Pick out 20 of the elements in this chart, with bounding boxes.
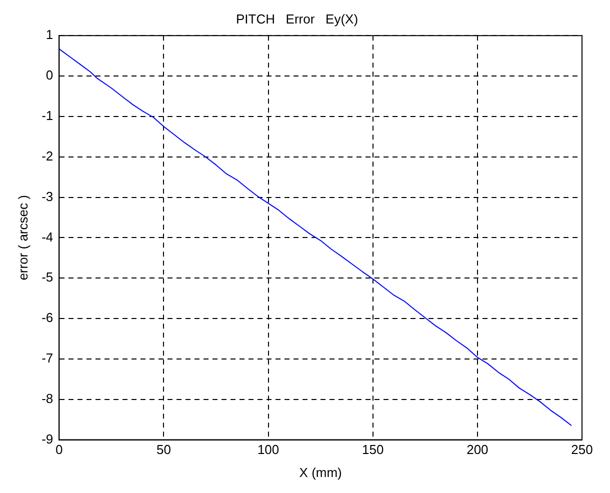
x-tick-label: 50 [156,442,171,458]
x-tick-label: 0 [56,442,63,458]
y-tick-label: -7 [42,350,54,366]
y-tick-label: -6 [42,310,54,326]
y-tick-label: -5 [42,270,54,285]
y-tick-label: -4 [42,229,54,244]
y-tick-label: 0 [46,68,54,83]
y-tick-label: 1 [46,27,54,42]
y-tick-label: -1 [42,108,54,124]
x-tick-label: 200 [466,442,488,458]
y-tick-label: -2 [42,148,54,164]
x-tick-label: 250 [571,442,593,458]
x-axis-title: X (mm) [299,464,342,480]
y-tick-label: -9 [42,431,54,446]
y-tick-label: -8 [42,390,54,406]
chart-title: PITCH Error Ey(X) [236,11,358,26]
y-axis-title: error ( arcsec ) [15,195,30,280]
x-tick-label: 150 [362,442,384,458]
x-tick-label: 100 [257,442,280,458]
y-tick-label: -3 [42,188,54,204]
